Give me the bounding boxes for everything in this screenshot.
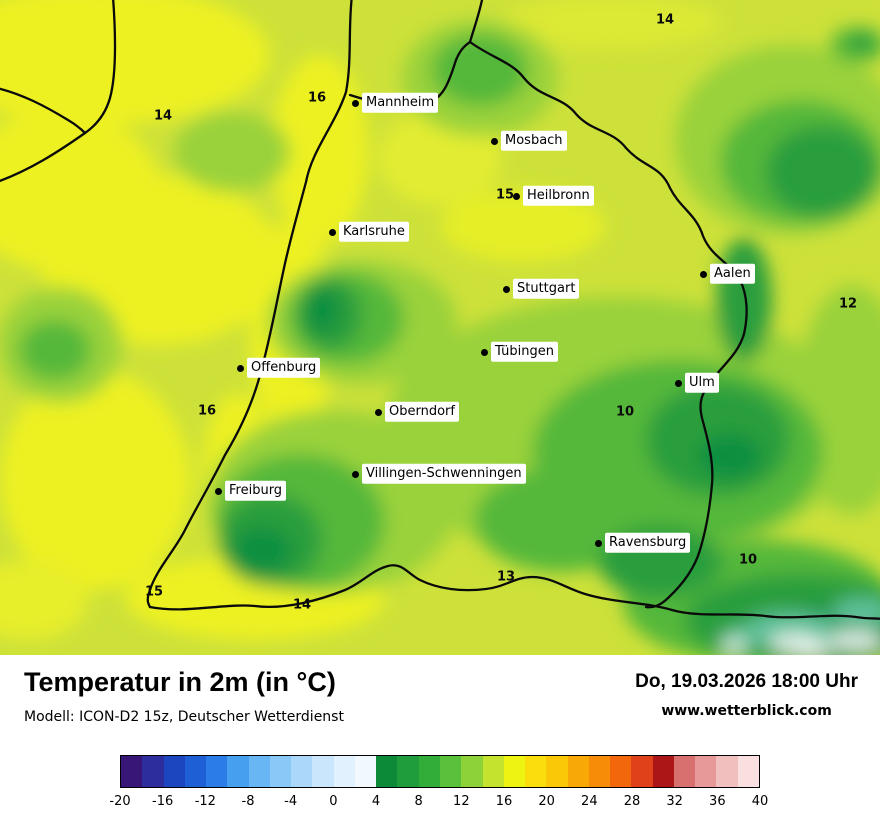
colorbar-tick-label: 4	[371, 794, 381, 809]
colorbar-segment	[206, 756, 228, 787]
colorbar-tick-label: -16	[152, 794, 174, 809]
temperature-colorbar	[120, 755, 760, 788]
city-label: Heilbronn	[523, 185, 594, 206]
city-label: Mannheim	[362, 92, 439, 113]
city-dot-icon	[512, 192, 520, 200]
forecast-time-block: Do, 19.03.2026 18:00 Uhr www.wetterblick…	[635, 671, 858, 719]
map-overlay: Mannheim Mosbach Heilbronn Karlsruhe Stuttga…	[144, 12, 858, 613]
colorbar-segment	[142, 756, 164, 787]
temperature-map: Mannheim Mosbach Heilbronn Karlsruhe Stuttga…	[0, 0, 880, 655]
website-link: www.wetterblick.com	[661, 703, 832, 719]
colorbar-tick-label: 28	[623, 794, 641, 809]
city-label: Villingen-Schwenningen	[362, 463, 526, 484]
map-temperature-value: 10	[615, 404, 635, 420]
colorbar-tick-label: 0	[329, 794, 338, 809]
colorbar-segment	[482, 756, 504, 787]
colorbar-segment	[546, 756, 568, 787]
map-temperature-value: 15	[144, 584, 164, 600]
map-temperature-value: 10	[738, 552, 758, 568]
colorbar-segment	[333, 756, 355, 787]
city-label: Oberndorf	[385, 401, 459, 422]
city-label: Tübingen	[491, 341, 558, 362]
colorbar-segment	[418, 756, 440, 787]
city-label: Mosbach	[501, 130, 567, 151]
colorbar-segment	[269, 756, 292, 787]
colorbar-segment	[354, 756, 377, 787]
colorbar-segment	[248, 756, 270, 787]
city-dot-icon	[502, 285, 510, 293]
colorbar-segment	[695, 756, 717, 787]
colorbar-tick-label: 16	[495, 794, 513, 809]
city-dot-icon	[374, 408, 382, 416]
colorbar-segment	[503, 756, 526, 787]
colorbar-segment	[227, 756, 249, 787]
city-label: Stuttgart	[513, 278, 580, 299]
colorbar-tick-label: 36	[709, 794, 726, 809]
city-label: Offenburg	[247, 357, 321, 378]
city-dot-icon	[480, 348, 488, 356]
colorbar-segment	[184, 756, 207, 787]
colorbar-tick-label: 8	[414, 794, 423, 809]
colorbar-segment	[567, 756, 589, 787]
colorbar-segment	[610, 756, 632, 787]
colorbar-segment	[121, 756, 143, 787]
map-canvas	[0, 0, 880, 655]
city-dot-icon	[214, 487, 222, 495]
colorbar-tick-label: 24	[581, 794, 598, 809]
map-temperature-value: 14	[292, 597, 312, 613]
colorbar-segment	[163, 756, 185, 787]
map-temperature-value: 12	[838, 296, 858, 312]
colorbar-segment	[716, 756, 738, 787]
page-title: Temperatur in 2m (in °C)	[24, 667, 336, 697]
city-dot-icon	[699, 270, 707, 278]
city-dot-icon	[594, 539, 602, 547]
colorbar-segment	[439, 756, 462, 787]
colorbar-segment	[737, 756, 759, 787]
colorbar-tick-label: -20	[109, 794, 131, 809]
map-temperature-value: 16	[197, 403, 217, 419]
city-label: Freiburg	[225, 480, 287, 501]
colorbar-segment	[312, 756, 334, 787]
colorbar-tick-label: 40	[751, 794, 769, 809]
model-info: Modell: ICON-D2 15z, Deutscher Wetterdie…	[24, 709, 344, 725]
colorbar-tick-label: 12	[453, 794, 470, 809]
city-dot-icon	[236, 364, 244, 372]
map-temperature-value: 13	[496, 569, 516, 585]
city-dot-icon	[351, 99, 359, 107]
colorbar-tick-label: 20	[538, 794, 555, 809]
colorbar-segment	[588, 756, 611, 787]
colorbar-segment	[652, 756, 674, 787]
city-label: Karlsruhe	[339, 221, 409, 242]
colorbar-tick-label: -12	[194, 794, 216, 809]
colorbar-tick-label: -4	[284, 794, 298, 809]
map-temperature-value: 15	[495, 187, 515, 203]
colorbar-segment	[461, 756, 483, 787]
colorbar-tick-label: -8	[241, 794, 255, 809]
city-dot-icon	[490, 137, 498, 145]
city-label: Aalen	[710, 263, 755, 284]
city-label: Ulm	[685, 372, 719, 393]
footer-panel: Temperatur in 2m (in °C) Modell: ICON-D2…	[0, 655, 880, 830]
map-temperature-value: 16	[307, 90, 327, 106]
city-dot-icon	[674, 379, 682, 387]
colorbar-tick-label: 32	[666, 794, 683, 809]
colorbar-segment	[631, 756, 653, 787]
colorbar-segment	[376, 756, 398, 787]
city-label: Ravensburg	[605, 532, 691, 553]
map-temperature-value: 14	[153, 108, 173, 124]
city-dot-icon	[328, 228, 336, 236]
city-dot-icon	[351, 470, 359, 478]
map-temperature-value: 14	[655, 12, 675, 28]
colorbar-segment	[673, 756, 696, 787]
colorbar-segment	[397, 756, 419, 787]
colorbar-segment	[291, 756, 313, 787]
forecast-datetime: Do, 19.03.2026 18:00 Uhr	[635, 671, 858, 692]
colorbar-segment	[525, 756, 547, 787]
colorbar-tick-labels: -20 -16 -12 -8 -4 0 4 8 12 16 20 24 28 32 36 40	[109, 794, 768, 814]
